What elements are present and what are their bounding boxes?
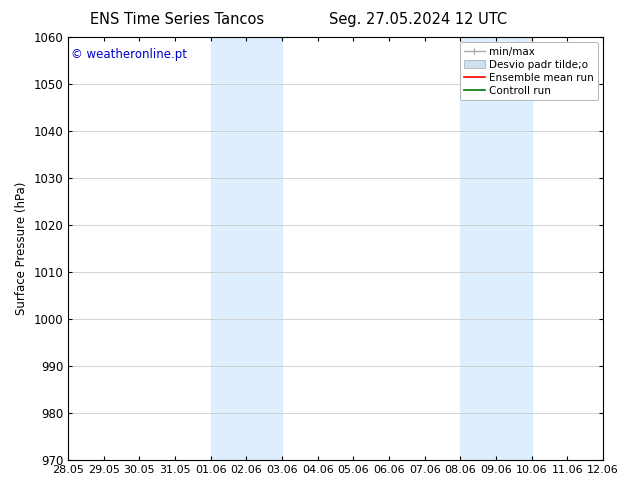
Y-axis label: Surface Pressure (hPa): Surface Pressure (hPa): [15, 182, 28, 316]
Legend: min/max, Desvio padr tilde;o, Ensemble mean run, Controll run: min/max, Desvio padr tilde;o, Ensemble m…: [460, 42, 598, 100]
Bar: [460, 37, 496, 460]
Bar: [247, 37, 282, 460]
Text: ENS Time Series Tancos: ENS Time Series Tancos: [91, 12, 264, 27]
Text: Seg. 27.05.2024 12 UTC: Seg. 27.05.2024 12 UTC: [330, 12, 507, 27]
Bar: [496, 37, 532, 460]
Text: © weatheronline.pt: © weatheronline.pt: [71, 48, 187, 61]
Bar: [211, 37, 247, 460]
